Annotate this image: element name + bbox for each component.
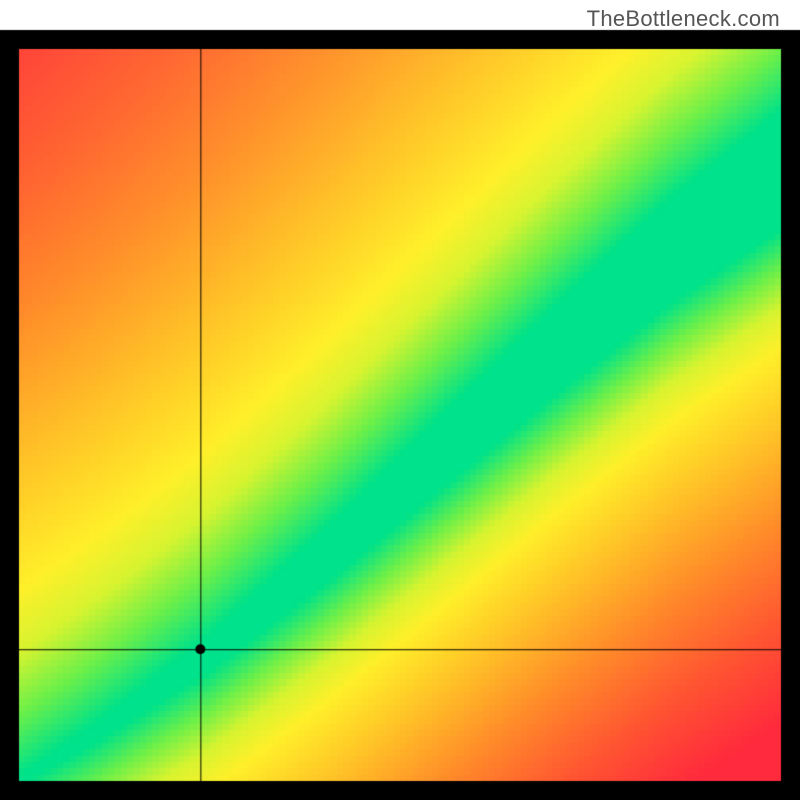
bottleneck-heatmap bbox=[0, 0, 800, 800]
watermark-text: TheBottleneck.com bbox=[587, 6, 780, 32]
figure-container: TheBottleneck.com bbox=[0, 0, 800, 800]
